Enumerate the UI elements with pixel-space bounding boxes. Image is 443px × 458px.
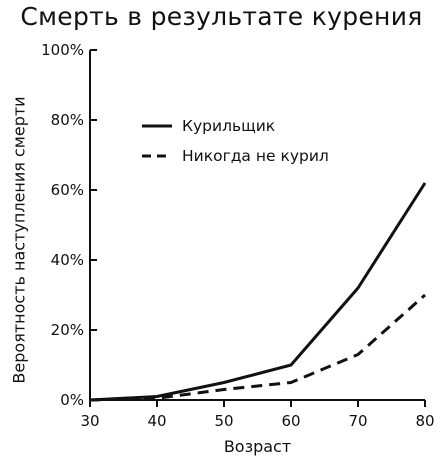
legend-label: Курильщик bbox=[182, 117, 275, 135]
x-tick-label: 80 bbox=[415, 412, 434, 430]
y-tick-label: 100% bbox=[41, 41, 84, 59]
chart-title: Смерть в результате курения bbox=[20, 2, 423, 31]
legend: Курильщик Никогда не курил bbox=[142, 117, 329, 165]
x-tick-label: 40 bbox=[147, 412, 166, 430]
y-tick-label: 80% bbox=[51, 111, 84, 129]
y-tick-label: 40% bbox=[51, 251, 84, 269]
x-tick-label: 30 bbox=[80, 412, 99, 430]
x-axis-ticks: 30 40 50 60 70 80 bbox=[80, 400, 435, 430]
y-axis-title: Вероятность наступления смерти bbox=[10, 96, 29, 383]
series-lines bbox=[89, 182, 427, 402]
y-tick-label: 60% bbox=[51, 181, 84, 199]
series-line-never-smoked bbox=[89, 293, 426, 402]
x-tick-label: 60 bbox=[281, 412, 300, 430]
legend-label: Никогда не курил bbox=[182, 147, 329, 165]
y-axis-ticks: 0% 20% 40% 60% 80% 100% bbox=[41, 41, 97, 409]
y-tick-label: 0% bbox=[60, 391, 84, 409]
x-tick-label: 70 bbox=[348, 412, 367, 430]
x-axis-title: Возраст bbox=[224, 437, 291, 456]
chart-axes bbox=[89, 50, 425, 401]
x-tick-label: 50 bbox=[214, 412, 233, 430]
series-line-smoker bbox=[89, 182, 427, 402]
y-tick-label: 20% bbox=[51, 321, 84, 339]
